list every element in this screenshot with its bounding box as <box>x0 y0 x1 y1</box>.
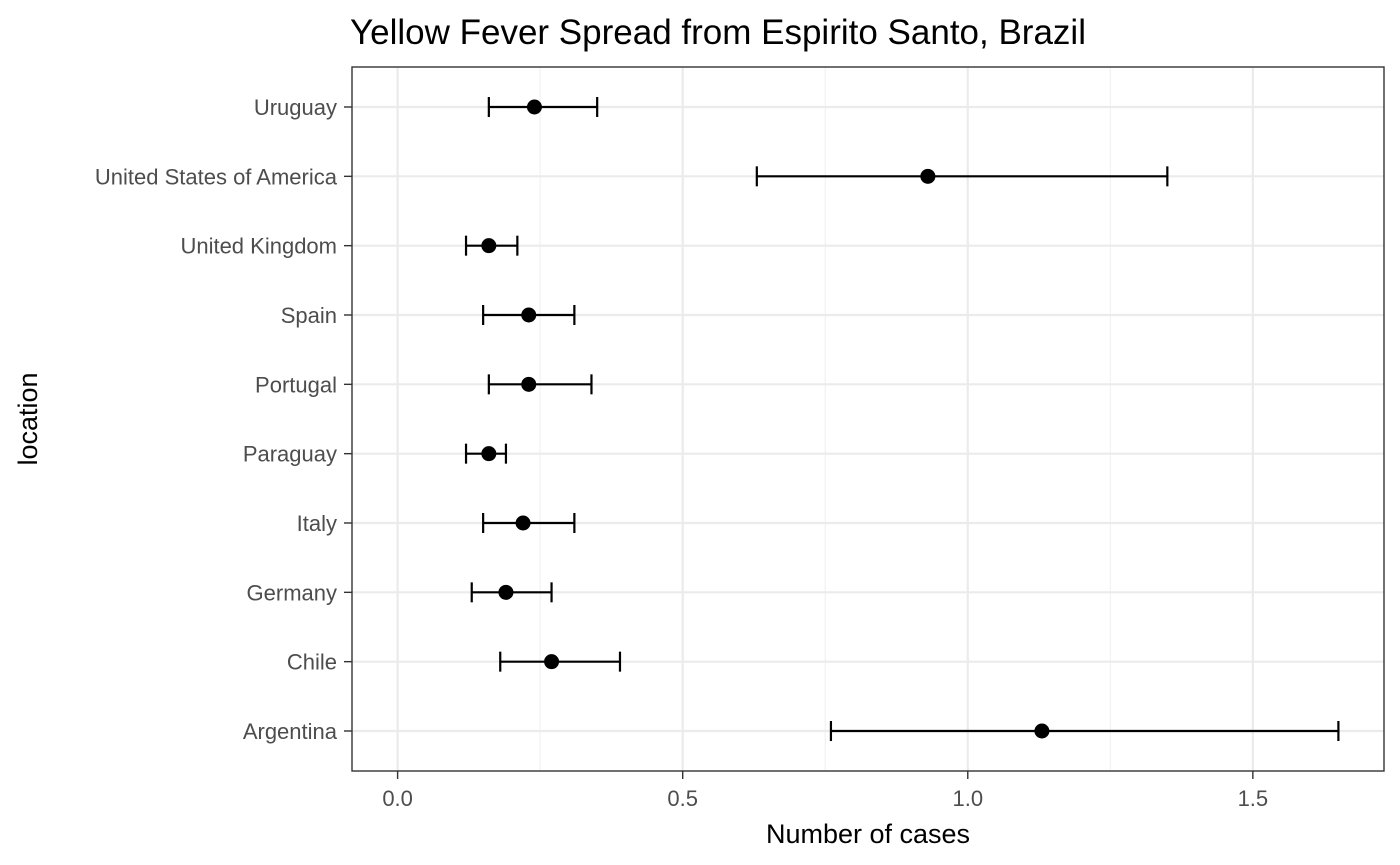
error-bar-argentina <box>829 721 1340 741</box>
error-bar-spain <box>482 305 576 325</box>
data-point <box>481 446 497 462</box>
y-tick-label: Portugal <box>255 372 337 397</box>
data-point <box>521 376 537 392</box>
x-tick-label: 0.5 <box>667 786 698 811</box>
x-tick-label: 0.0 <box>382 786 413 811</box>
error-bar-chile <box>499 651 622 672</box>
data-point <box>1034 723 1050 739</box>
error-bar-italy <box>482 513 576 533</box>
error-bar-united-kingdom <box>464 235 519 256</box>
chart-title: Yellow Fever Spread from Espirito Santo,… <box>350 13 1086 52</box>
data-point <box>498 584 514 600</box>
y-tick-label: Italy <box>297 511 337 536</box>
error-bar-united-states-of-america <box>755 166 1169 187</box>
y-tick-label: Chile <box>287 650 337 675</box>
y-tick-label: Germany <box>247 580 337 605</box>
x-tick-label: 1.0 <box>952 786 983 811</box>
error-bar-paraguay <box>464 443 508 464</box>
data-point <box>544 654 560 670</box>
data-point <box>920 168 936 184</box>
error-bar-portugal <box>487 374 593 395</box>
y-tick-label: Uruguay <box>254 95 337 120</box>
y-axis-title: location <box>13 372 43 465</box>
data-point <box>515 515 531 531</box>
data-point <box>481 238 497 254</box>
y-tick-label: Argentina <box>243 719 338 744</box>
error-bar-uruguay <box>487 97 599 117</box>
x-axis-title: Number of cases <box>766 819 970 849</box>
error-bar-germany <box>470 582 553 603</box>
data-point <box>526 99 542 115</box>
data-marks <box>464 97 1340 741</box>
panel-border <box>351 66 1385 772</box>
y-tick-label: Paraguay <box>243 442 337 467</box>
y-tick-label: United States of America <box>95 164 338 189</box>
y-tick-label: United Kingdom <box>180 234 337 259</box>
x-tick-label: 1.5 <box>1238 786 1269 811</box>
x-axis: 0.0 0.5 1.0 1.5 <box>382 771 1268 811</box>
y-axis: Uruguay United States of America United Ki… <box>95 95 352 744</box>
y-tick-label: Spain <box>281 303 337 328</box>
data-point <box>521 307 537 323</box>
